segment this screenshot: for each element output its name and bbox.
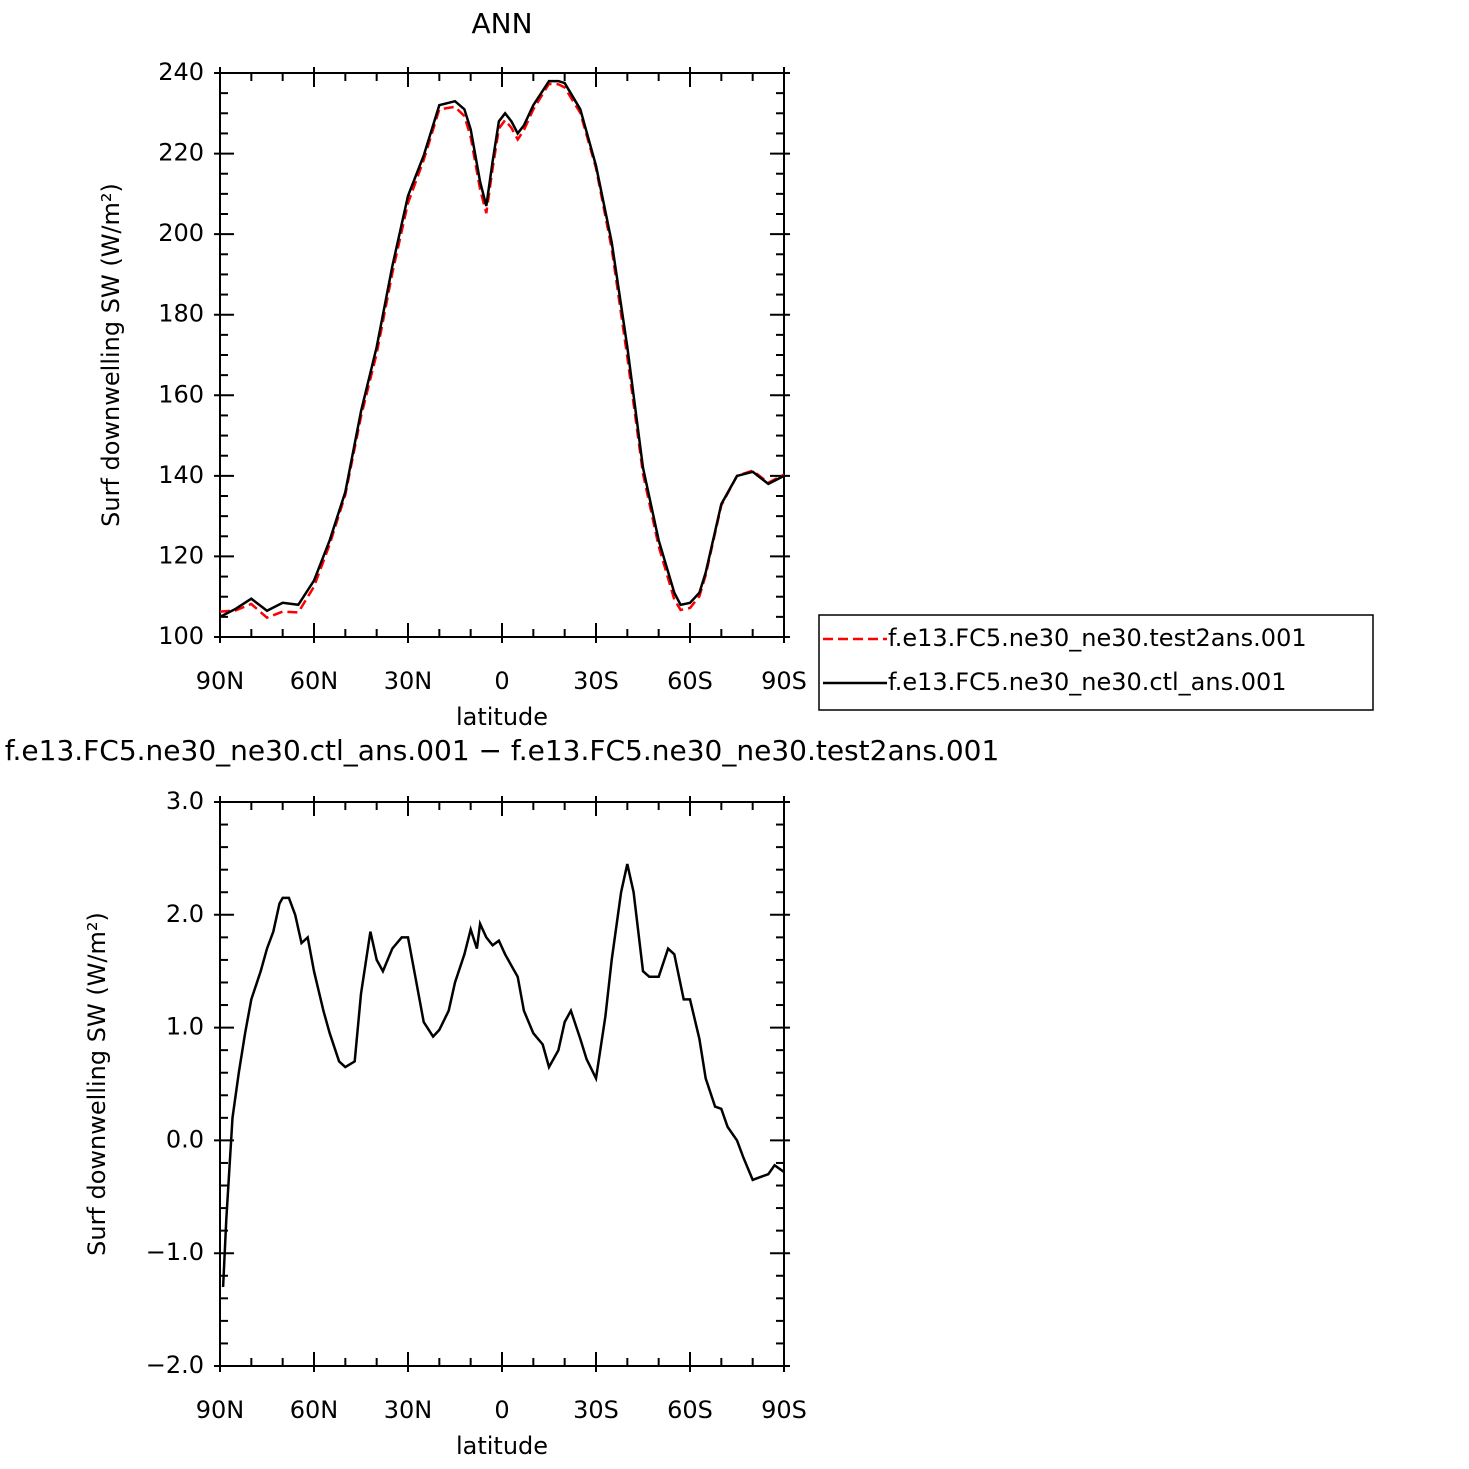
y-tick-label: 180	[158, 300, 204, 328]
x-tick-label: 90S	[761, 667, 807, 695]
series-line	[219, 82, 785, 620]
x-tick-label: 60S	[667, 1396, 713, 1424]
y-tick-label: 240	[158, 58, 204, 86]
chart-title: f.e13.FC5.ne30_ne30.ctl_ans.001 − f.e13.…	[5, 734, 1000, 767]
y-tick-label: 1.0	[166, 1013, 204, 1041]
plot-frame	[219, 801, 785, 1367]
legend-label: f.e13.FC5.ne30_ne30.ctl_ans.001	[888, 668, 1287, 696]
legend-label: f.e13.FC5.ne30_ne30.test2ans.001	[888, 624, 1307, 652]
x-tick-label: 0	[494, 667, 509, 695]
y-tick-label: 160	[158, 380, 204, 408]
x-tick-label: 30N	[384, 667, 433, 695]
y-tick-label: 120	[158, 541, 204, 569]
x-tick-label: 60N	[290, 667, 339, 695]
chart-title: ANN	[471, 7, 532, 40]
x-tick-label: 30N	[384, 1396, 433, 1424]
x-tick-label: 30S	[573, 1396, 619, 1424]
y-tick-label: 2.0	[166, 900, 204, 928]
x-axis-label: latitude	[456, 1432, 548, 1460]
y-tick-label: 3.0	[166, 787, 204, 815]
series-line	[221, 863, 785, 1288]
x-tick-label: 60S	[667, 667, 713, 695]
y-tick-label: 220	[158, 139, 204, 167]
plot-frame	[219, 72, 785, 638]
y-tick-label: 200	[158, 219, 204, 247]
y-axis-label: Surf downwelling SW (W/m²)	[83, 912, 111, 1256]
x-tick-label: 90S	[761, 1396, 807, 1424]
x-tick-label: 90N	[196, 667, 245, 695]
x-tick-label: 0	[494, 1396, 509, 1424]
y-axis-label: Surf downwelling SW (W/m²)	[97, 183, 125, 527]
y-tick-label: 140	[158, 461, 204, 489]
y-tick-label: −1.0	[146, 1238, 204, 1266]
legend-box	[818, 614, 1374, 711]
y-tick-label: 100	[158, 622, 204, 650]
y-tick-label: 0.0	[166, 1125, 204, 1153]
x-tick-label: 90N	[196, 1396, 245, 1424]
x-axis-label: latitude	[456, 703, 548, 731]
x-tick-label: 30S	[573, 667, 619, 695]
x-tick-label: 60N	[290, 1396, 339, 1424]
y-tick-label: −2.0	[146, 1351, 204, 1379]
series-line	[219, 79, 785, 619]
